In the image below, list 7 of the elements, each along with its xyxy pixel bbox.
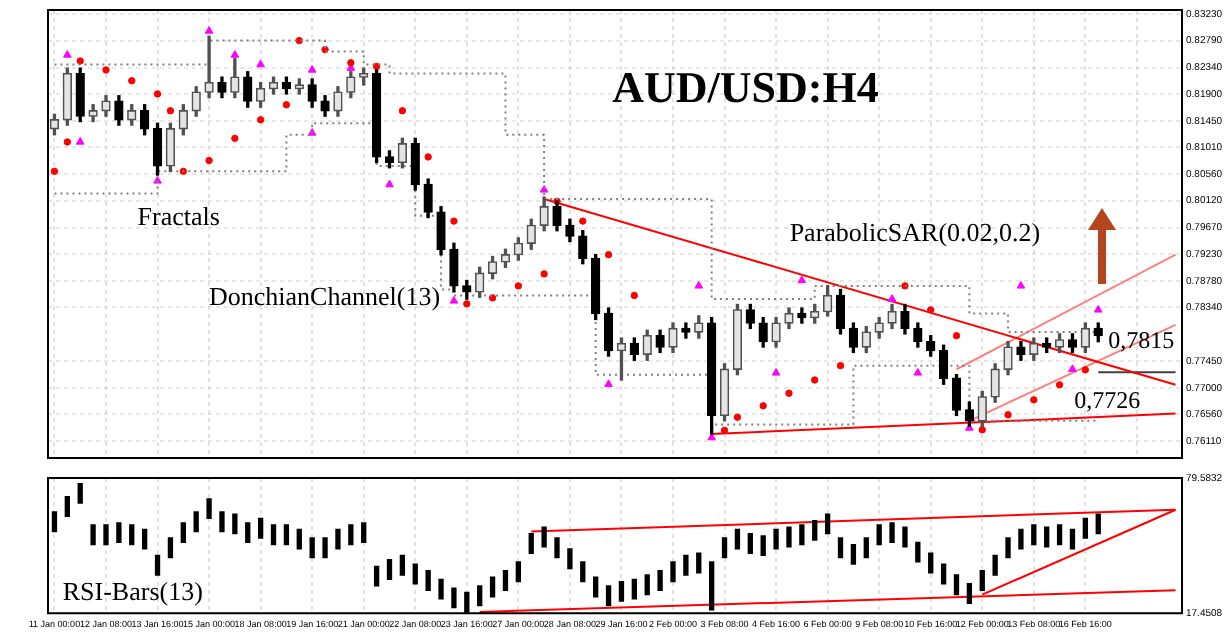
annotation: 0,7815: [1108, 325, 1175, 354]
annotation: 0,7726: [1074, 386, 1141, 415]
annotation: DonchianChannel(13): [209, 280, 441, 311]
annotation: Fractals: [137, 201, 220, 232]
annotation: RSI-Bars(13): [62, 575, 203, 606]
annotation: ParabolicSAR(0.02,0.2): [789, 216, 1041, 247]
text: AUD/USD:H4: [612, 62, 879, 113]
